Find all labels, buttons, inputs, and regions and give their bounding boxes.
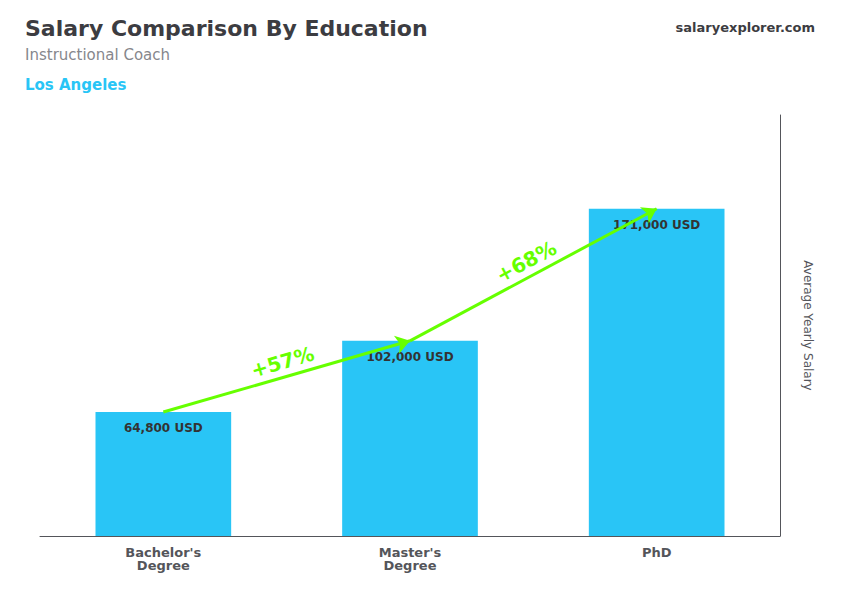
svg-text:+68%: +68% bbox=[492, 236, 560, 288]
svg-text:Salary Comparison By Education: Salary Comparison By Education bbox=[25, 16, 428, 41]
svg-text:+57%: +57% bbox=[248, 342, 317, 383]
svg-text:Bachelor's: Bachelor's bbox=[125, 545, 202, 560]
svg-text:Los Angeles: Los Angeles bbox=[25, 76, 127, 94]
svg-text:Master's: Master's bbox=[378, 545, 442, 560]
svg-text:PhD: PhD bbox=[642, 545, 672, 560]
svg-text:Instructional Coach: Instructional Coach bbox=[25, 46, 170, 64]
svg-text:Average Yearly Salary: Average Yearly Salary bbox=[801, 260, 815, 390]
svg-text:102,000 USD: 102,000 USD bbox=[366, 350, 453, 364]
svg-text:Degree: Degree bbox=[384, 558, 437, 573]
svg-text:salaryexplorer.com: salaryexplorer.com bbox=[676, 20, 815, 35]
svg-text:64,800 USD: 64,800 USD bbox=[124, 421, 203, 435]
svg-text:Degree: Degree bbox=[137, 558, 190, 573]
svg-text:171,000 USD: 171,000 USD bbox=[613, 217, 701, 232]
